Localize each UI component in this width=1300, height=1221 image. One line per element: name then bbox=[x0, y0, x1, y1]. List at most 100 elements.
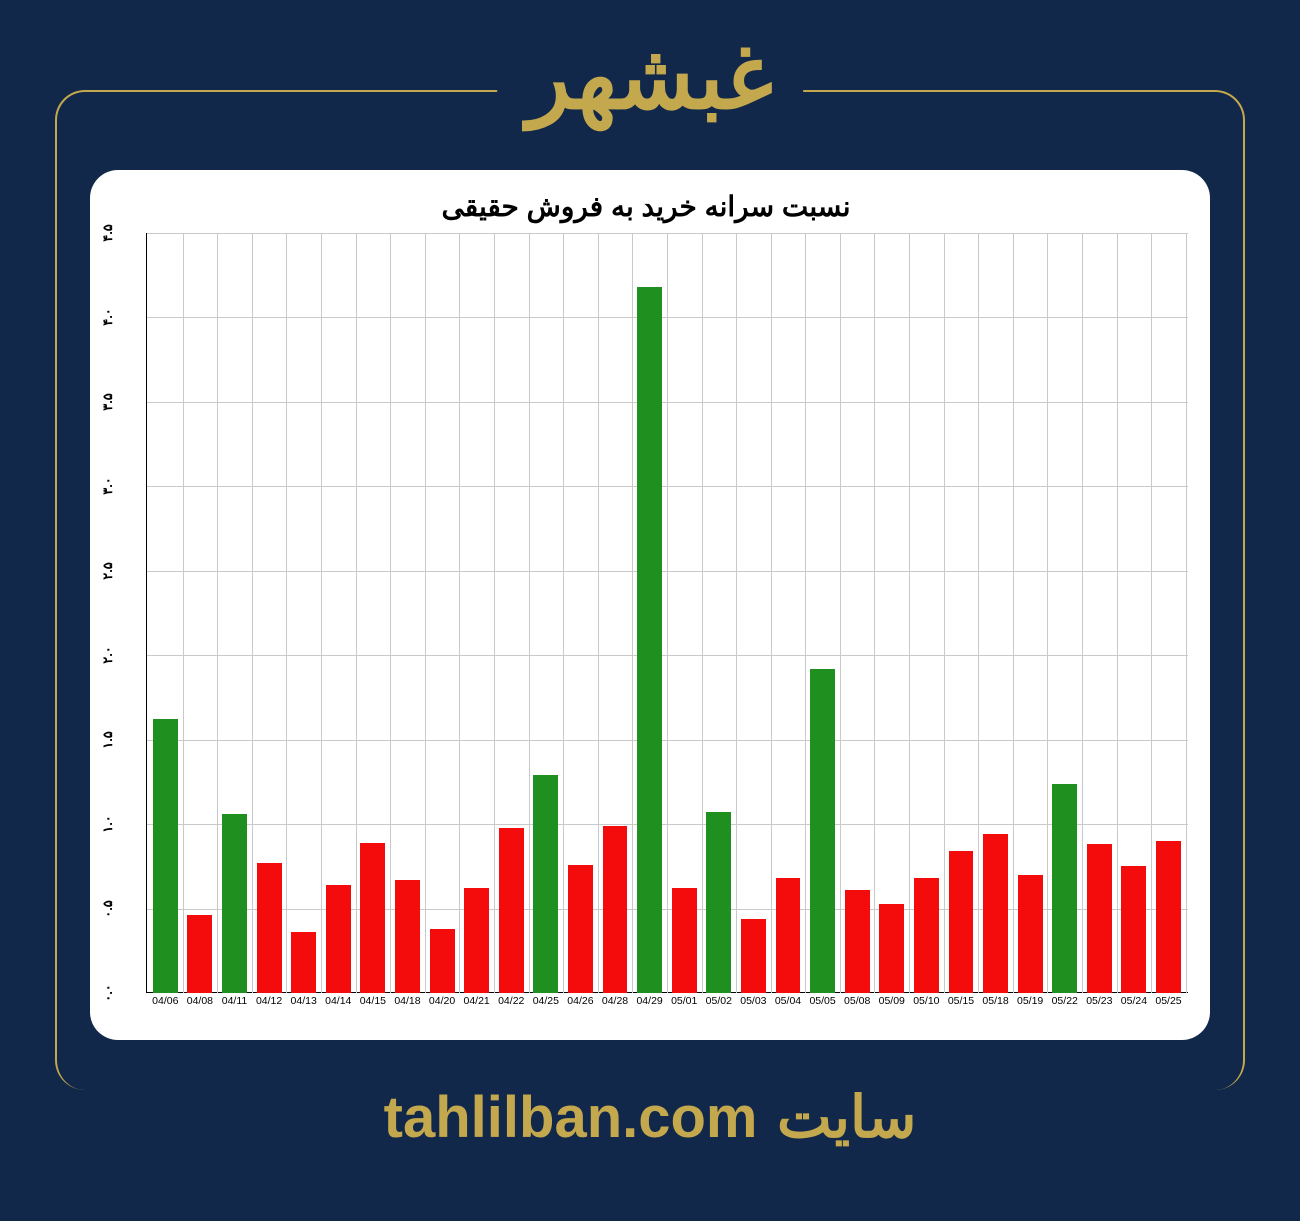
x-tick-label: 05/22 bbox=[1047, 995, 1082, 1007]
bar-slot bbox=[667, 233, 702, 993]
chart-bar bbox=[291, 932, 316, 993]
x-tick-label: 04/06 bbox=[148, 995, 183, 1007]
y-tick-label: ۴.۰ bbox=[100, 309, 140, 327]
bar-slot bbox=[1117, 233, 1152, 993]
chart-bar bbox=[706, 812, 731, 993]
x-tick-label: 05/10 bbox=[909, 995, 944, 1007]
bar-slot bbox=[598, 233, 633, 993]
x-tick-label: 05/24 bbox=[1117, 995, 1152, 1007]
chart-bar bbox=[949, 851, 974, 993]
bar-slot bbox=[1082, 233, 1117, 993]
x-tick-label: 04/21 bbox=[459, 995, 494, 1007]
x-tick-label: 05/19 bbox=[1013, 995, 1048, 1007]
chart-bar bbox=[360, 843, 385, 993]
bar-slot bbox=[771, 233, 806, 993]
y-tick-label: ۴.۵ bbox=[100, 224, 140, 242]
x-tick-label: 04/08 bbox=[183, 995, 218, 1007]
x-tick-label: 04/25 bbox=[529, 995, 564, 1007]
chart-bar bbox=[464, 888, 489, 993]
footer: tahlilban.com سایت bbox=[354, 1083, 947, 1151]
chart-bar bbox=[395, 880, 420, 993]
bar-slot bbox=[840, 233, 875, 993]
bar-slot bbox=[494, 233, 529, 993]
bar-slot bbox=[321, 233, 356, 993]
chart-bar bbox=[1087, 844, 1112, 993]
x-tick-label: 04/18 bbox=[390, 995, 425, 1007]
bar-slot bbox=[874, 233, 909, 993]
footer-label: سایت bbox=[777, 1085, 916, 1150]
gridline-vertical bbox=[1186, 233, 1187, 993]
chart-bar bbox=[1121, 866, 1146, 993]
chart-bar bbox=[153, 719, 178, 993]
chart-bar bbox=[637, 287, 662, 993]
x-tick-label: 04/28 bbox=[598, 995, 633, 1007]
chart-bar bbox=[1052, 784, 1077, 993]
bar-slot bbox=[1013, 233, 1048, 993]
x-tick-label: 05/25 bbox=[1151, 995, 1186, 1007]
chart-bar bbox=[568, 865, 593, 993]
y-tick-label: ۲.۵ bbox=[100, 562, 140, 580]
chart-bar bbox=[257, 863, 282, 993]
chart-bar bbox=[1156, 841, 1181, 993]
x-tick-label: 04/22 bbox=[494, 995, 529, 1007]
chart-bar bbox=[672, 888, 697, 993]
x-tick-label: 04/11 bbox=[217, 995, 252, 1007]
chart-bar bbox=[879, 904, 904, 994]
chart-bar bbox=[983, 834, 1008, 993]
x-tick-label: 04/29 bbox=[632, 995, 667, 1007]
bar-slot bbox=[356, 233, 391, 993]
chart-bar bbox=[845, 890, 870, 993]
x-tick-label: 05/03 bbox=[736, 995, 771, 1007]
x-tick-label: 05/09 bbox=[874, 995, 909, 1007]
bar-slot bbox=[563, 233, 598, 993]
bar-slot bbox=[909, 233, 944, 993]
chart-plot-area: ۰.۰۰.۵۱.۰۱.۵۲.۰۲.۵۳.۰۳.۵۴.۰۴.۵ 04/0604/0… bbox=[100, 233, 1192, 1023]
chart-bar bbox=[326, 885, 351, 993]
x-tick-label: 05/08 bbox=[840, 995, 875, 1007]
chart-bar bbox=[741, 919, 766, 993]
bar-slot bbox=[390, 233, 425, 993]
bar-slot bbox=[425, 233, 460, 993]
x-tick-label: 04/20 bbox=[425, 995, 460, 1007]
bar-slot bbox=[736, 233, 771, 993]
x-tick-label: 04/13 bbox=[286, 995, 321, 1007]
x-tick-label: 05/15 bbox=[944, 995, 979, 1007]
chart-card: نسبت سرانه خرید به فروش حقیقی ۰.۰ ۰.۵ ۱.۰ ۱… bbox=[90, 170, 1210, 1040]
y-tick-label: ۰.۰ bbox=[100, 984, 140, 1002]
y-tick-label: ۱.۰ bbox=[100, 815, 140, 833]
x-tick-label: 05/02 bbox=[702, 995, 737, 1007]
bar-slot bbox=[1047, 233, 1082, 993]
x-tick-label: 04/12 bbox=[252, 995, 287, 1007]
x-tick-label: 04/15 bbox=[356, 995, 391, 1007]
bar-slot bbox=[805, 233, 840, 993]
bar-slot bbox=[286, 233, 321, 993]
x-axis: 04/0604/0804/1104/1204/1304/1404/1504/18… bbox=[146, 995, 1188, 1007]
bar-slot bbox=[459, 233, 494, 993]
chart-bar bbox=[810, 669, 835, 993]
bar-slot bbox=[944, 233, 979, 993]
y-tick-label: ۳.۰ bbox=[100, 478, 140, 496]
y-axis: ۰.۰۰.۵۱.۰۱.۵۲.۰۲.۵۳.۰۳.۵۴.۰۴.۵ bbox=[100, 233, 142, 993]
chart-bar bbox=[914, 878, 939, 993]
bar-slot bbox=[148, 233, 183, 993]
bar-slot bbox=[217, 233, 252, 993]
chart-title: نسبت سرانه خرید به فروش حقیقی bbox=[100, 190, 1192, 223]
chart-bar bbox=[776, 878, 801, 993]
bar-slot bbox=[183, 233, 218, 993]
chart-bar bbox=[499, 828, 524, 994]
x-tick-label: 05/04 bbox=[771, 995, 806, 1007]
y-tick-label: ۳.۵ bbox=[100, 393, 140, 411]
x-tick-label: 05/23 bbox=[1082, 995, 1117, 1007]
bar-slot bbox=[1151, 233, 1186, 993]
page-title: غبشهر bbox=[497, 25, 803, 130]
bar-slot bbox=[252, 233, 287, 993]
bar-slot bbox=[529, 233, 564, 993]
bar-slot bbox=[632, 233, 667, 993]
y-tick-label: ۲.۰ bbox=[100, 646, 140, 664]
y-tick-label: ۱.۵ bbox=[100, 731, 140, 749]
chart-bar bbox=[430, 929, 455, 993]
chart-bar bbox=[187, 915, 212, 993]
y-tick-label: ۰.۵ bbox=[100, 900, 140, 918]
bar-slot bbox=[702, 233, 737, 993]
chart-bar bbox=[1018, 875, 1043, 993]
